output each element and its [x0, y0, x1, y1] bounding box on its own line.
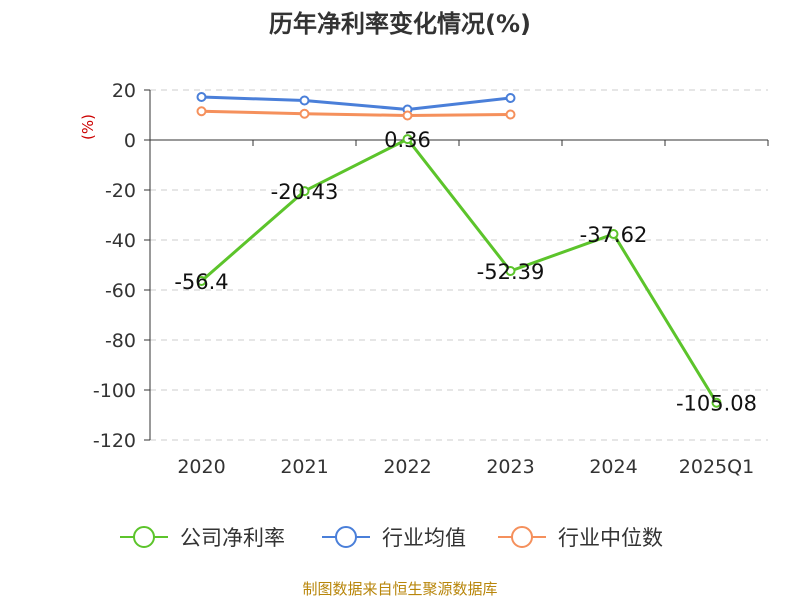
data-label: 0.36	[384, 128, 431, 152]
y-tick-label: -100	[93, 380, 136, 402]
x-tick-label: 2024	[589, 456, 637, 478]
data-label: -37.62	[580, 223, 648, 247]
data-label: -52.39	[477, 260, 545, 284]
data-point	[608, 229, 619, 240]
legend-marker	[335, 526, 357, 548]
legend-item[interactable]: 行业中位数	[498, 526, 663, 550]
x-tick-label: 2022	[383, 456, 431, 478]
series-layer	[196, 92, 722, 408]
y-tick-label: -40	[105, 230, 136, 252]
data-label: -20.43	[271, 180, 339, 204]
legend-label: 行业均值	[382, 526, 466, 550]
legend-item[interactable]: 行业均值	[322, 526, 466, 550]
series-line	[200, 137, 718, 404]
data-point	[196, 92, 207, 102]
legend: 公司净利率 行业均值 行业中位数	[120, 526, 663, 550]
y-tick-label: 20	[112, 80, 136, 102]
data-point	[402, 134, 413, 145]
x-tick-label: 2020	[177, 456, 225, 478]
data-label: -56.4	[174, 270, 228, 294]
legend-marker	[511, 526, 533, 548]
source-note: 制图数据来自恒生聚源数据库	[302, 580, 498, 598]
grid-lines	[150, 89, 768, 441]
x-tick-label: 2021	[280, 456, 328, 478]
axes: 20 0 -20 -40 -60 -80 -100 -120 (%) 2020 2021 2022 20…	[79, 80, 769, 478]
data-point	[196, 106, 207, 117]
series-line	[201, 109, 511, 117]
data-point	[505, 93, 516, 103]
legend-label: 公司净利率	[180, 526, 285, 550]
data-point	[299, 95, 310, 106]
y-tick-label: 0	[124, 130, 136, 152]
x-tick-label: 2025Q1	[679, 456, 754, 478]
y-axis-label: (%)	[79, 114, 97, 140]
data-point	[505, 265, 516, 276]
series-line	[201, 95, 511, 111]
data-point	[711, 397, 722, 408]
legend-item[interactable]: 公司净利率	[120, 526, 285, 550]
legend-label: 行业中位数	[558, 526, 663, 550]
data-point	[402, 110, 413, 121]
y-tick-label: -20	[105, 180, 136, 202]
y-tick-label: -60	[105, 280, 136, 302]
y-tick-label: -80	[105, 330, 136, 352]
chart-title: 历年净利率变化情况(%)	[269, 10, 531, 38]
x-tick-label: 2023	[486, 456, 534, 478]
y-tick-label: -120	[93, 430, 136, 452]
data-label: -105.08	[676, 392, 757, 416]
data-point	[505, 109, 516, 120]
data-point	[299, 108, 310, 119]
data-point	[196, 276, 207, 286]
data-point	[299, 186, 310, 197]
legend-marker	[133, 526, 155, 548]
data-labels: -56.4 -20.43 0.36 -52.39 -37.62 -105.08	[174, 128, 757, 416]
